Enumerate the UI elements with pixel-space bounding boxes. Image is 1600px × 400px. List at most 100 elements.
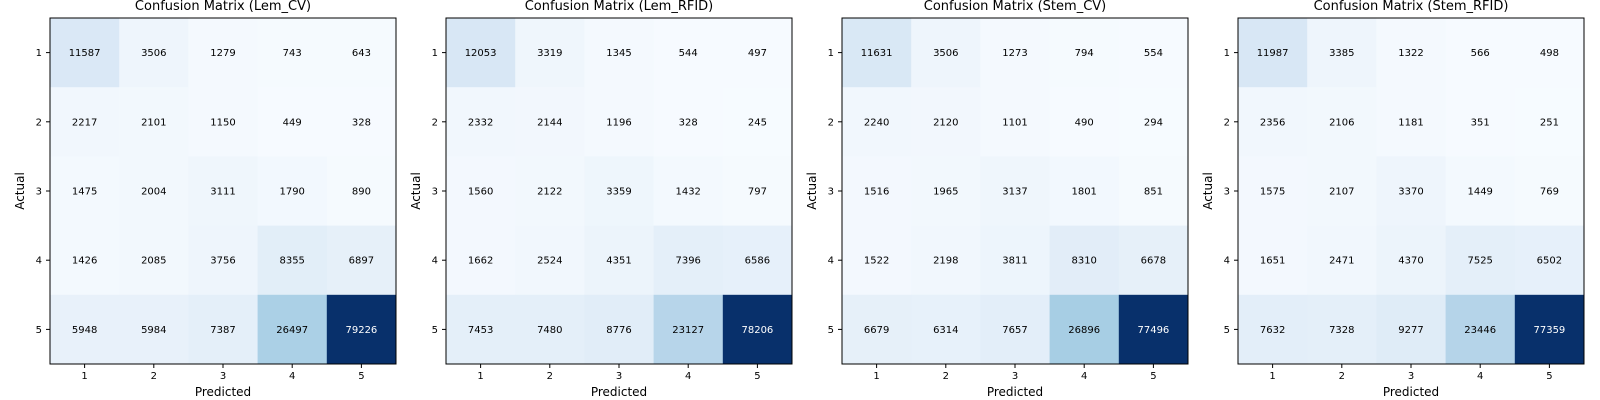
heatmap-cell xyxy=(980,156,1051,227)
cell-value-label: 1279 xyxy=(210,48,235,59)
cell-value-label: 1575 xyxy=(1260,187,1285,198)
heatmap-cell xyxy=(326,87,397,157)
x-tick-label: 5 xyxy=(358,371,364,382)
heatmap-cell xyxy=(50,294,120,365)
heatmap-cell xyxy=(1376,294,1447,365)
cell-value-label: 1322 xyxy=(1398,48,1423,59)
cell-value-label: 23127 xyxy=(672,325,704,336)
cell-value-label: 490 xyxy=(1075,117,1094,128)
heatmap-cell xyxy=(911,225,981,296)
chart-title: Confusion Matrix (Stem_RFID) xyxy=(1314,0,1509,14)
heatmap-cell xyxy=(446,294,516,365)
cell-value-label: 2356 xyxy=(1260,117,1285,128)
y-tick-label: 4 xyxy=(432,256,438,267)
cell-value-label: 3319 xyxy=(537,48,562,59)
heatmap-cell xyxy=(515,87,585,157)
heatmap-cell xyxy=(257,225,328,296)
cell-value-label: 497 xyxy=(748,48,767,59)
heatmap-cell xyxy=(1514,225,1585,296)
y-tick-label: 5 xyxy=(1224,325,1230,336)
y-tick-label: 5 xyxy=(432,325,438,336)
y-tick-label: 2 xyxy=(36,117,42,128)
cell-value-label: 1345 xyxy=(606,48,631,59)
x-tick-label: 4 xyxy=(1477,371,1483,382)
cell-value-label: 328 xyxy=(352,117,371,128)
x-tick-label: 4 xyxy=(685,371,691,382)
cell-value-label: 9277 xyxy=(1398,325,1423,336)
heatmap-panel-2: Confusion Matrix (Lem_RFID)12053 3319 1345… xyxy=(409,0,793,399)
cell-value-label: 1181 xyxy=(1398,117,1423,128)
cell-value-label: 1101 xyxy=(1002,117,1027,128)
cell-value-label: 1475 xyxy=(72,187,97,198)
x-tick-label: 3 xyxy=(220,371,226,382)
heatmap-cell xyxy=(1049,225,1120,296)
y-tick-label: 4 xyxy=(1224,256,1230,267)
y-tick-label: 2 xyxy=(1224,117,1230,128)
cell-value-label: 12053 xyxy=(465,48,497,59)
heatmap-cell xyxy=(842,18,912,88)
heatmap-cell xyxy=(119,294,189,365)
cell-value-label: 2101 xyxy=(141,117,166,128)
x-tick-label: 2 xyxy=(151,371,157,382)
cell-value-label: 2332 xyxy=(468,117,493,128)
x-tick-label: 4 xyxy=(289,371,295,382)
heatmap-cell xyxy=(584,156,655,227)
cell-value-label: 3506 xyxy=(933,48,958,59)
heatmap-cell xyxy=(119,225,189,296)
cell-value-label: 5948 xyxy=(72,325,97,336)
cell-value-label: 566 xyxy=(1471,48,1490,59)
cell-value-label: 544 xyxy=(679,48,698,59)
x-axis-label: Predicted xyxy=(195,385,251,399)
cell-value-label: 2198 xyxy=(933,256,958,267)
heatmap-cell xyxy=(515,18,585,88)
heatmap-cell xyxy=(1514,294,1585,365)
cell-value-label: 328 xyxy=(679,117,698,128)
heatmap-cell xyxy=(446,87,516,157)
cell-value-label: 11631 xyxy=(861,48,893,59)
cell-value-label: 79226 xyxy=(345,325,377,336)
heatmap-cell xyxy=(326,294,397,365)
heatmap-cell xyxy=(1514,156,1585,227)
cell-value-label: 7657 xyxy=(1002,325,1027,336)
heatmap-cell xyxy=(842,156,912,227)
heatmap-cell xyxy=(1307,156,1377,227)
x-tick-label: 3 xyxy=(616,371,622,382)
heatmap-cell xyxy=(980,87,1051,157)
heatmap-cell xyxy=(1307,294,1377,365)
heatmap-cell xyxy=(1514,87,1585,157)
heatmap-cell xyxy=(188,156,259,227)
cell-value-label: 3111 xyxy=(210,187,235,198)
cell-value-label: 6897 xyxy=(349,256,374,267)
x-tick-label: 1 xyxy=(1269,371,1275,382)
y-tick-label: 3 xyxy=(828,187,834,198)
y-axis-label: Actual xyxy=(805,172,819,210)
cell-value-label: 7632 xyxy=(1260,325,1285,336)
x-axis-label: Predicted xyxy=(1383,385,1439,399)
heatmap-panel-3: Confusion Matrix (Stem_CV) 11631 3506 1273 7… xyxy=(805,0,1189,399)
heatmap-cell xyxy=(584,294,655,365)
cell-value-label: 2471 xyxy=(1329,256,1354,267)
cell-value-label: 7525 xyxy=(1467,256,1492,267)
cell-value-label: 1801 xyxy=(1071,187,1096,198)
cell-value-label: 6679 xyxy=(864,325,889,336)
y-tick-label: 1 xyxy=(1224,48,1230,59)
heatmap-cell xyxy=(1238,87,1308,157)
heatmap-cell xyxy=(1307,87,1377,157)
heatmap-cell xyxy=(911,87,981,157)
heatmap-cell xyxy=(653,18,724,88)
y-tick-label: 3 xyxy=(432,187,438,198)
cell-value-label: 1965 xyxy=(933,187,958,198)
cell-value-label: 5984 xyxy=(141,325,166,336)
y-tick-label: 2 xyxy=(432,117,438,128)
heatmap-cell xyxy=(119,87,189,157)
heatmap-cell xyxy=(515,294,585,365)
cell-value-label: 1560 xyxy=(468,187,493,198)
x-tick-label: 2 xyxy=(943,371,949,382)
cell-value-label: 78206 xyxy=(741,325,773,336)
heatmap-cell xyxy=(50,87,120,157)
cell-value-label: 7387 xyxy=(210,325,235,336)
cell-value-label: 1662 xyxy=(468,256,493,267)
heatmap-cell xyxy=(1118,87,1189,157)
heatmap-cell xyxy=(911,156,981,227)
cell-value-label: 851 xyxy=(1144,187,1163,198)
